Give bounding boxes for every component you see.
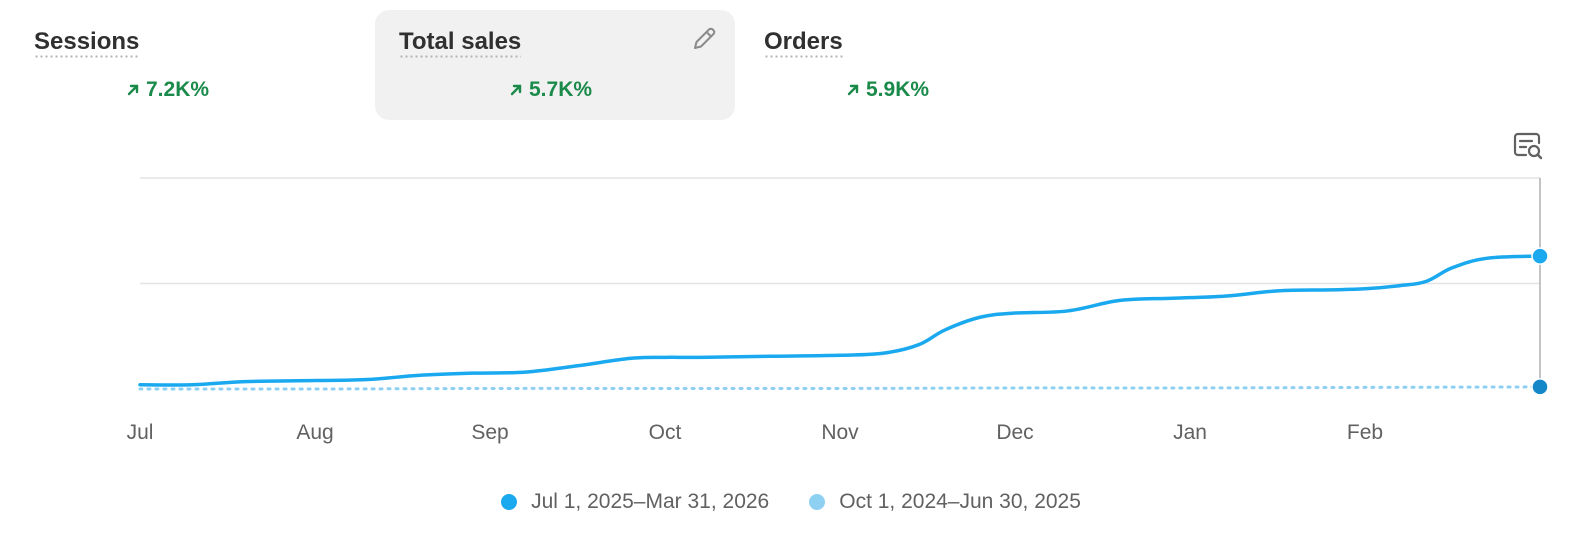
metric-change-value-orders: 5.9K% [866, 78, 930, 101]
legend-item-previous[interactable]: Oct 1, 2024–Jun 30, 2025 [809, 490, 1081, 514]
chart-analyze-icon[interactable] [1512, 130, 1546, 164]
metric-change-total-sales: 5.7K% [509, 78, 592, 102]
legend-marker-previous [809, 494, 826, 510]
x-axis-ticks: Jul Aug Sep Oct Nov Dec Jan Feb [127, 421, 1384, 444]
x-tick-label: Dec [996, 421, 1033, 444]
metric-change-sessions: 7.2K% [126, 78, 209, 102]
chart-grid [140, 177, 1541, 389]
arrow-up-right-icon [510, 84, 522, 96]
metric-change-orders: 5.9K% [846, 78, 929, 102]
metric-card-total-sales[interactable]: Total sales 5.7K% [375, 10, 735, 120]
series-end-point-previous[interactable] [1531, 378, 1549, 396]
x-tick-label: Sep [471, 421, 508, 444]
line-chart: Jul Aug Sep Oct Nov Dec Jan Feb [127, 177, 1549, 444]
legend-label-previous: Oct 1, 2024–Jun 30, 2025 [839, 490, 1081, 513]
metric-change-value-sessions: 7.2K% [146, 78, 210, 101]
metric-card-sessions[interactable]: Sessions 7.2K% [10, 10, 350, 120]
series-line-current [138, 254, 1542, 387]
arrow-up-right-icon [127, 84, 139, 96]
metric-label-sessions[interactable]: Sessions [34, 28, 140, 58]
pencil-icon[interactable] [689, 24, 719, 54]
legend-label-current: Jul 1, 2025–Mar 31, 2026 [531, 490, 770, 513]
series-end-point-current[interactable] [1531, 247, 1549, 265]
x-tick-label: Jan [1173, 421, 1207, 444]
arrow-up-right-icon [847, 84, 859, 96]
metric-card-orders[interactable]: Orders 5.9K% [740, 10, 1080, 120]
metric-label-total-sales[interactable]: Total sales [399, 28, 522, 58]
x-tick-label: Jul [127, 421, 154, 444]
x-tick-label: Feb [1347, 421, 1383, 444]
chart-legend: Jul 1, 2025–Mar 31, 2026 Oct 1, 2024–Jun… [0, 490, 1582, 514]
legend-item-current[interactable]: Jul 1, 2025–Mar 31, 2026 [501, 490, 769, 514]
metric-change-value-total-sales: 5.7K% [529, 78, 593, 101]
x-tick-label: Nov [821, 421, 859, 444]
chart-series [138, 247, 1549, 396]
x-tick-label: Aug [296, 421, 333, 444]
series-line-previous [138, 385, 1542, 391]
metric-label-orders[interactable]: Orders [764, 28, 843, 58]
legend-marker-current [501, 494, 518, 510]
x-tick-label: Oct [649, 421, 682, 444]
